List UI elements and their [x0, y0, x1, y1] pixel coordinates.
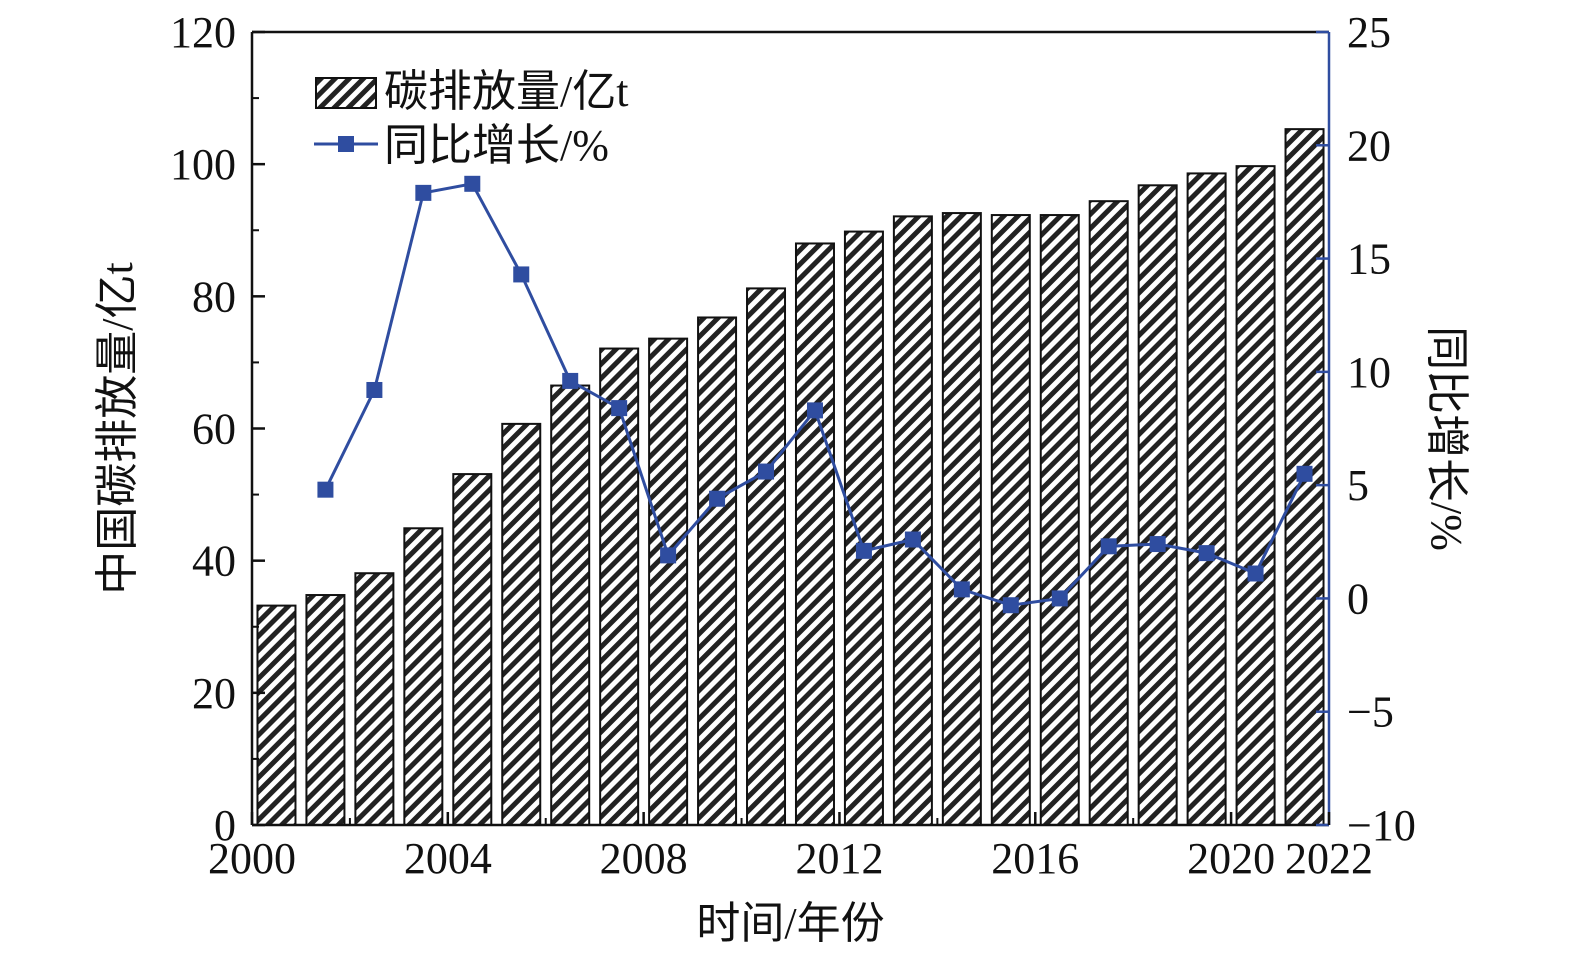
- growth-point-2007: [611, 400, 628, 417]
- bar-2010: [746, 287, 787, 826]
- legend: 碳排放量/亿t 同比增长/%: [314, 67, 628, 170]
- y-axis-title: 中国碳排放量/亿t: [93, 262, 142, 594]
- bar-2004: [452, 473, 493, 826]
- y2-tick-label: −10: [1347, 801, 1416, 850]
- growth-point-2021: [1296, 465, 1313, 482]
- y-tick-label: 20: [192, 669, 236, 718]
- bar-2007: [599, 347, 640, 826]
- growth-point-2006: [562, 372, 579, 389]
- growth-point-2001: [317, 481, 334, 498]
- y2-tick-label: 10: [1347, 348, 1391, 397]
- growth-point-2015: [1002, 597, 1019, 614]
- bar-2011: [794, 242, 835, 826]
- y-tick-label: 100: [170, 140, 236, 189]
- growth-point-2004: [464, 175, 481, 192]
- bar-2003: [403, 527, 444, 826]
- growth-point-2020: [1247, 565, 1264, 582]
- bar-2006: [550, 384, 591, 826]
- growth-point-2008: [660, 547, 677, 564]
- bar-2005: [501, 422, 542, 826]
- y2-axis-title: 同比增长/%: [1422, 326, 1471, 551]
- growth-point-2014: [953, 581, 970, 598]
- legend-label-bar: 碳排放量/亿t: [384, 67, 628, 116]
- bar-2015: [990, 214, 1031, 826]
- bar-2016: [1039, 214, 1080, 826]
- legend-swatch-marker: [338, 136, 354, 152]
- y-tick-label: 40: [192, 537, 236, 586]
- bar-2009: [697, 316, 738, 826]
- y2-tick-label: 20: [1347, 121, 1391, 170]
- x-axis-title: 时间/年份: [696, 899, 884, 948]
- y2-tick-label: −5: [1347, 688, 1394, 737]
- bar-series: [256, 128, 1325, 827]
- bar-2020: [1235, 165, 1276, 826]
- y-tick-label: 60: [192, 405, 236, 454]
- y2-tick-label: 0: [1347, 574, 1369, 623]
- bar-2019: [1186, 172, 1227, 826]
- bar-2008: [648, 337, 689, 826]
- bar-2013: [892, 215, 933, 826]
- growth-point-2017: [1100, 538, 1117, 555]
- growth-point-2012: [855, 542, 872, 559]
- x-tick-label: 2004: [404, 834, 492, 883]
- line-series: [317, 175, 1313, 614]
- growth-point-2016: [1051, 590, 1068, 607]
- x-tick-label: 2000: [208, 834, 296, 883]
- bar-2012: [843, 230, 884, 827]
- y2-tick-label: 5: [1347, 461, 1369, 510]
- growth-point-2009: [709, 490, 726, 507]
- growth-point-2005: [513, 266, 530, 283]
- growth-point-2018: [1149, 536, 1166, 553]
- axes: 0 20 40 60 80 100 120 −10 −5 0 5 10 15 20 25 2000 2004 20…: [93, 8, 1471, 948]
- x-tick-label: 2016: [991, 834, 1079, 883]
- x-tick-label: 2008: [600, 834, 688, 883]
- bar-2017: [1088, 200, 1129, 826]
- legend-label-line: 同比增长/%: [384, 121, 609, 170]
- y2-tick-label: 25: [1347, 8, 1391, 57]
- y-tick-label: 120: [170, 8, 236, 57]
- growth-point-2002: [366, 381, 383, 398]
- bar-2001: [305, 594, 346, 827]
- y-tick-label: 80: [192, 272, 236, 321]
- x-tick-label: 2012: [795, 834, 883, 883]
- legend-swatch-bar: [315, 77, 377, 109]
- growth-point-2013: [904, 531, 921, 548]
- growth-point-2003: [415, 184, 432, 201]
- growth-point-2019: [1198, 545, 1215, 562]
- y2-tick-label: 15: [1347, 235, 1391, 284]
- bar-2014: [941, 212, 982, 826]
- bar-2002: [354, 572, 395, 826]
- x-tick-label: 2020: [1187, 834, 1275, 883]
- growth-point-2010: [758, 463, 775, 480]
- bar-2018: [1137, 184, 1178, 826]
- growth-point-2011: [806, 402, 823, 419]
- y-tick-label: 0: [214, 801, 236, 850]
- bar-2000: [256, 604, 297, 826]
- x-tick-label: 2022: [1285, 834, 1373, 883]
